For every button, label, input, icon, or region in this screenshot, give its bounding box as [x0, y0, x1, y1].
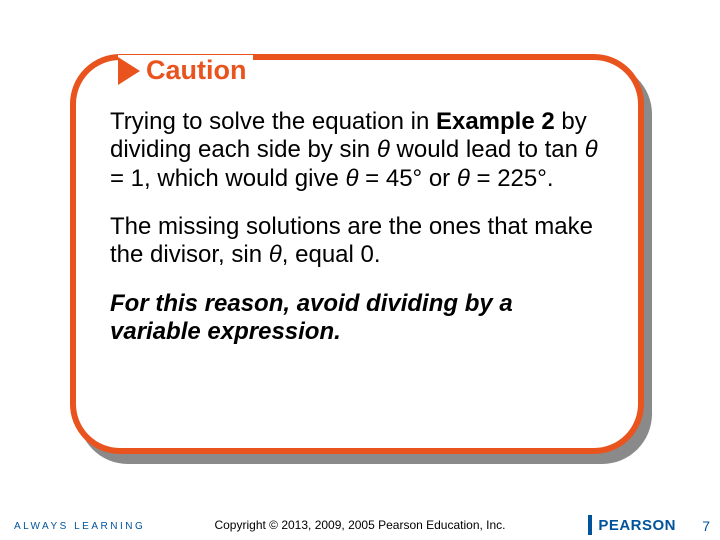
- p1-text-d: would lead to tan: [390, 136, 585, 163]
- p1-text-g: = 225°.: [470, 165, 554, 192]
- p2-theta: θ: [269, 241, 282, 268]
- p1-text-a: Trying to solve the equation in: [110, 108, 436, 135]
- footer: ALWAYS LEARNING Copyright © 2013, 2009, …: [0, 510, 720, 540]
- p1-theta-3: θ: [345, 165, 358, 192]
- triangle-icon: [118, 57, 140, 85]
- caution-label: Caution: [146, 55, 247, 86]
- p1-text-f: = 45° or: [359, 165, 457, 192]
- paragraph-3: For this reason, avoid dividing by a var…: [110, 290, 604, 347]
- paragraph-2: The missing solutions are the ones that …: [110, 213, 604, 270]
- pearson-logo: PEARSON: [588, 514, 676, 536]
- p1-theta-2: θ: [585, 136, 598, 163]
- callout-box: Trying to solve the equation in Example …: [70, 54, 644, 454]
- p1-text-e: = 1, which would give: [110, 165, 345, 192]
- paragraph-1: Trying to solve the equation in Example …: [110, 108, 604, 193]
- p1-theta-1: θ: [377, 136, 390, 163]
- p1-example-ref: Example 2: [436, 108, 555, 135]
- page-number: 7: [702, 518, 710, 534]
- p1-theta-4: θ: [457, 165, 470, 192]
- body-content: Trying to solve the equation in Example …: [110, 108, 604, 346]
- pearson-brand-text: PEARSON: [598, 517, 676, 534]
- pearson-bar-icon: [588, 515, 592, 535]
- p2-text-b: , equal 0.: [282, 241, 381, 268]
- caution-header: Caution: [118, 55, 253, 86]
